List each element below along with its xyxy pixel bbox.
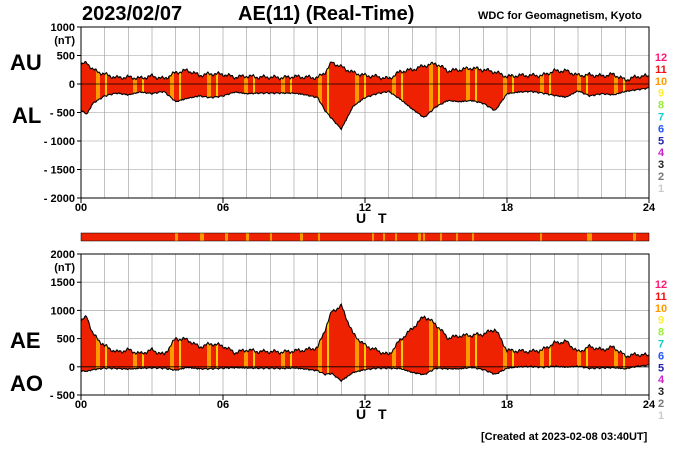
al-label: AL (12, 103, 42, 128)
legend-item: 3 (658, 159, 664, 171)
station-bar-segment (418, 233, 421, 241)
x-tick-label: 12 (359, 399, 371, 411)
x-tick-label: 12 (359, 202, 371, 214)
station-bar-segment (423, 233, 425, 241)
station-bar-segment (200, 233, 204, 241)
station-bar-segment (300, 233, 303, 241)
y-tick-label: 1000 (51, 22, 75, 34)
legend-item: 11 (655, 291, 667, 303)
y-tick-label: 1000 (51, 305, 75, 317)
legend-item: 12 (655, 52, 667, 64)
legend-item: 2 (658, 171, 664, 183)
legend-item: 7 (658, 112, 664, 124)
legend-item: 4 (658, 147, 665, 159)
y-tick-label: 1500 (51, 277, 75, 289)
x-axis-label-top: U T (356, 210, 391, 226)
station-count-bar (80, 232, 650, 242)
chart-date-title: 2023/02/07 (82, 3, 183, 25)
data-source-label: WDC for Geomagnetism, Kyoto (478, 10, 642, 22)
station-bar-segment (440, 233, 442, 241)
x-tick-label: 18 (501, 202, 513, 214)
x-tick-label: 06 (217, 399, 229, 411)
station-bar-frame (80, 232, 650, 242)
x-tick-label: 24 (643, 399, 656, 411)
station-bar-segment (472, 233, 474, 241)
legend-item: 3 (658, 386, 664, 398)
series-line-au (80, 60, 650, 82)
ao-label: AO (10, 371, 43, 396)
station-bar-segment (633, 233, 636, 241)
station-bar-segment (246, 233, 249, 241)
y-unit-label: (nT) (54, 35, 75, 47)
legend-item: 7 (658, 339, 664, 351)
legend-item: 5 (658, 135, 664, 147)
au-label: AU (10, 50, 42, 75)
x-tick-label: 00 (75, 202, 87, 214)
x-axis-label-bottom: U T (356, 406, 391, 422)
y-tick-label: 2000 (51, 249, 75, 261)
legend-item: 4 (658, 374, 665, 386)
station-bar-segment (540, 233, 542, 241)
station-bar-segment (395, 233, 397, 241)
station-bar-segment (456, 233, 458, 241)
station-bar-segment (587, 233, 592, 241)
legend-item: 8 (658, 100, 664, 112)
series-line-al (80, 86, 650, 131)
x-tick-label: 00 (75, 399, 87, 411)
station-bar-segment (372, 233, 374, 241)
legend-item: 10 (655, 76, 667, 88)
y-tick-label: 0 (69, 362, 75, 374)
created-timestamp: [Created at 2023-02-08 03:40UT] (481, 431, 648, 443)
activity-fill-ae-ao (81, 304, 649, 382)
legend-item: 10 (655, 303, 667, 315)
legend-item: 8 (658, 327, 664, 339)
legend-item: 1 (658, 183, 664, 195)
station-bar-segment (383, 233, 385, 241)
y-tick-label: 500 (57, 51, 75, 63)
y-tick-label: 0 (69, 79, 75, 91)
y-tick-label: - 2000 (44, 193, 75, 205)
legend-item: 9 (658, 315, 664, 327)
station-bar-base (81, 233, 649, 241)
legend-item: 11 (655, 64, 667, 76)
legend-item: 6 (658, 123, 664, 135)
legend-item: 6 (658, 350, 664, 362)
station-bar-segment (175, 233, 178, 241)
legend-item: 1 (658, 410, 664, 422)
ae-label: AE (10, 328, 41, 353)
station-bar-segment (225, 233, 228, 241)
x-tick-label: 18 (501, 399, 513, 411)
y-tick-label: - 500 (50, 390, 75, 402)
series-line-ae (80, 303, 650, 359)
y-tick-label: 500 (57, 334, 75, 346)
x-tick-label: 06 (217, 202, 229, 214)
y-tick-label: - 1500 (44, 165, 75, 177)
x-tick-label: 24 (643, 202, 656, 214)
legend-item: 5 (658, 362, 664, 374)
station-bar-segment (318, 233, 320, 241)
chart-index-title: AE(11) (Real-Time) (238, 3, 415, 25)
y-unit-label: (nT) (54, 262, 75, 274)
legend-item: 9 (658, 88, 664, 100)
legend-item: 12 (655, 279, 667, 291)
y-tick-label: - 1000 (44, 136, 75, 148)
legend-item: 2 (658, 398, 664, 410)
station-bar-segment (270, 233, 272, 241)
y-tick-label: - 500 (50, 108, 75, 120)
